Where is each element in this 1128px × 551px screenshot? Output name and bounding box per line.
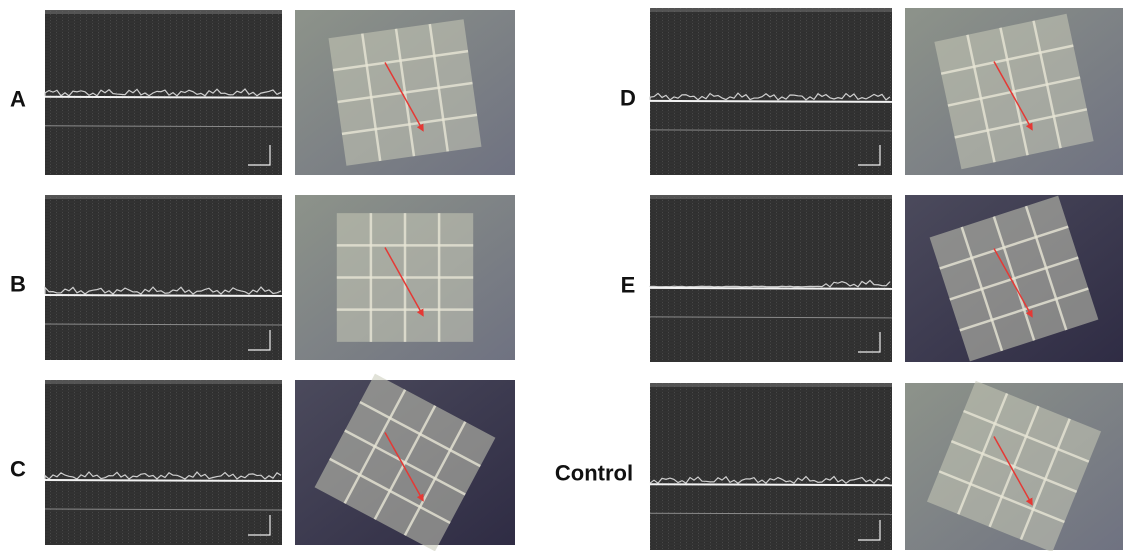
grid-rule — [950, 440, 1078, 493]
red-arrow — [993, 61, 1033, 131]
grid-rule — [938, 470, 1065, 524]
oct-image — [44, 195, 283, 360]
oct-background — [650, 383, 892, 550]
grid-rule — [337, 81, 473, 104]
oct-background — [45, 380, 282, 545]
grid-rule — [428, 23, 449, 152]
oct-lower-line — [649, 316, 893, 319]
panel-label: E — [621, 273, 636, 298]
oct-top-speckle — [650, 8, 892, 12]
panel-label: B — [10, 272, 26, 297]
oct-deposit — [649, 92, 891, 101]
scale-bar — [858, 332, 881, 353]
grid-rule — [1024, 205, 1068, 331]
oct-image — [649, 195, 893, 362]
oct-background — [45, 195, 282, 360]
oct-image — [44, 380, 283, 545]
oct-deposit — [649, 279, 891, 288]
scale-bar — [248, 515, 271, 536]
scale-bar — [248, 145, 271, 166]
membrane-grid — [926, 380, 1102, 551]
oct-deposit — [649, 475, 891, 485]
oct-surface — [649, 483, 893, 487]
grid-rule — [344, 429, 466, 496]
oct-top-speckle — [45, 195, 282, 199]
scale-bar — [858, 145, 881, 166]
photo — [905, 380, 1123, 551]
photo — [295, 10, 515, 175]
oct-deposit — [44, 88, 282, 97]
membrane-grid — [328, 19, 482, 166]
oct-deposit — [44, 471, 282, 480]
oct-lower-line — [649, 512, 893, 515]
oct-lower-line — [44, 323, 283, 326]
oct-surface — [44, 479, 283, 482]
oct-deposit — [44, 285, 282, 295]
oct-image — [44, 10, 283, 175]
scale-bar — [248, 330, 271, 351]
panel-label: A — [10, 87, 26, 112]
red-arrow — [993, 436, 1033, 506]
oct-lower-line — [44, 508, 283, 511]
photo — [295, 373, 515, 551]
grid-rule — [954, 108, 1088, 139]
red-arrow — [993, 248, 1033, 318]
panel-label: D — [620, 86, 636, 111]
grid-rule — [1019, 418, 1071, 541]
oct-background — [45, 10, 282, 175]
grid-rule — [341, 113, 478, 136]
oct-image — [649, 383, 893, 550]
oct-surface — [649, 99, 893, 103]
red-arrow — [384, 432, 424, 502]
membrane-grid — [929, 195, 1099, 362]
oct-lower-line — [44, 125, 283, 128]
membrane-grid — [314, 373, 496, 551]
oct-surface — [649, 286, 893, 290]
oct-surface — [44, 95, 283, 99]
grid-rule — [949, 256, 1079, 301]
oct-image — [649, 8, 893, 175]
grid-rule — [329, 457, 451, 525]
oct-top-speckle — [650, 195, 892, 199]
panel-label: Control — [555, 461, 633, 486]
oct-background — [650, 8, 892, 175]
oct-surface — [44, 294, 283, 297]
grid-rule — [1032, 20, 1062, 149]
photo — [905, 8, 1123, 175]
photo — [905, 195, 1123, 362]
panel-label: C — [10, 457, 26, 482]
scale-bar — [858, 520, 881, 541]
oct-background — [650, 195, 892, 362]
membrane-grid — [934, 13, 1094, 170]
photo — [295, 195, 515, 360]
oct-top-speckle — [45, 10, 282, 14]
grid-rule — [959, 287, 1089, 332]
grid-rule — [403, 421, 467, 536]
red-arrow — [384, 62, 424, 132]
red-arrow — [384, 247, 424, 317]
oct-top-speckle — [650, 383, 892, 387]
membrane-grid — [336, 213, 474, 342]
grid-rule — [947, 76, 1081, 107]
oct-lower-line — [649, 129, 893, 132]
oct-top-speckle — [45, 380, 282, 384]
